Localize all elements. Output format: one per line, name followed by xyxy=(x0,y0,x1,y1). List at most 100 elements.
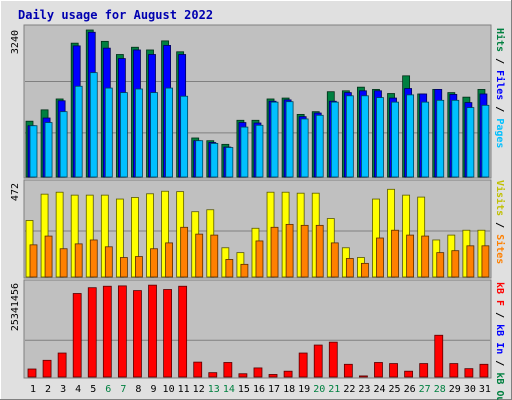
bar-sites-day-15 xyxy=(240,263,249,278)
right-label-segment: kB F xyxy=(494,282,505,306)
bar-kb-f-day-24 xyxy=(374,362,383,378)
bar-pages-day-20 xyxy=(315,114,324,178)
bar-sites-day-2 xyxy=(44,235,53,278)
bar-pages-day-1 xyxy=(29,125,38,178)
bar-kb-f-day-25 xyxy=(389,363,398,378)
x-tick-day-22: 22 xyxy=(343,384,355,395)
bar-sites-day-9 xyxy=(150,248,158,278)
right-label-segment: kB In xyxy=(494,324,505,354)
bar-pages-day-24 xyxy=(376,97,384,178)
bar-sites-day-7 xyxy=(119,257,128,278)
x-tick-day-28: 28 xyxy=(434,384,446,395)
right-label-kbytes: kB F / kB In / kB Out xyxy=(494,282,505,400)
bar-kb-f-day-29 xyxy=(449,363,459,378)
bar-visits-day-6 xyxy=(100,194,109,278)
ytick-hits: 3240 xyxy=(10,30,21,54)
bar-visits-day-9 xyxy=(146,193,154,278)
bar-pages-day-5 xyxy=(89,72,98,178)
x-tick-day-1: 1 xyxy=(30,384,36,395)
bar-kb-f-day-26 xyxy=(404,370,414,378)
bar-kb-f-day-13 xyxy=(208,372,218,378)
bar-sites-day-4 xyxy=(74,243,83,278)
right-label-visits-sites: Visits / Sites xyxy=(494,180,506,264)
x-tick-day-13: 13 xyxy=(208,384,220,395)
bar-kb-f-day-12 xyxy=(193,361,203,378)
panel-hits-files-pages: 3240 Hits / Files / Pages xyxy=(10,24,506,179)
bar-sites-day-14 xyxy=(225,259,234,278)
bar-sites-day-19 xyxy=(300,224,309,278)
bar-pages-day-25 xyxy=(391,101,399,178)
x-tick-day-21: 21 xyxy=(328,384,340,395)
bar-pages-day-31 xyxy=(481,104,490,178)
x-tick-day-11: 11 xyxy=(178,384,190,395)
bar-sites-day-20 xyxy=(315,224,324,278)
bar-sites-day-17 xyxy=(270,226,279,278)
x-tick-day-10: 10 xyxy=(163,384,175,395)
bars-hits-files-pages xyxy=(25,29,490,178)
x-tick-day-20: 20 xyxy=(313,384,325,395)
bar-visits-day-4 xyxy=(70,194,79,278)
right-label-segment: Sites xyxy=(494,234,506,264)
x-tick-day-2: 2 xyxy=(45,384,51,395)
x-tick-day-18: 18 xyxy=(283,384,295,395)
x-tick-day-24: 24 xyxy=(373,384,385,395)
bar-pages-day-14 xyxy=(225,147,234,178)
bar-pages-day-6 xyxy=(104,87,113,178)
x-tick-day-9: 9 xyxy=(151,384,157,395)
bar-sites-day-27 xyxy=(421,235,430,278)
bar-kb-f-day-15 xyxy=(238,373,248,378)
right-label-segment: / xyxy=(494,306,505,324)
right-label-segment: Files xyxy=(494,70,506,100)
x-tick-day-30: 30 xyxy=(464,384,476,395)
bar-sites-day-6 xyxy=(104,246,113,278)
bar-kb-f-day-10 xyxy=(163,289,172,378)
bars-visits-sites xyxy=(25,188,490,278)
chart-title: Daily usage for August 2022 xyxy=(18,8,213,22)
right-label-hits-files-pages: Hits / Files / Pages xyxy=(494,28,506,148)
bars-kbytes xyxy=(27,284,489,378)
bar-pages-day-27 xyxy=(421,101,430,178)
bar-kb-f-day-21 xyxy=(328,341,338,378)
bar-visits-day-8 xyxy=(131,197,139,278)
bar-sites-day-25 xyxy=(391,229,399,278)
bar-visits-day-3 xyxy=(55,191,64,278)
bar-pages-day-15 xyxy=(240,126,249,178)
bar-kb-f-day-22 xyxy=(343,363,353,378)
bar-kb-f-day-18 xyxy=(283,370,293,378)
bar-kb-f-day-30 xyxy=(464,368,474,378)
bar-kb-f-day-5 xyxy=(87,287,97,378)
bar-pages-day-22 xyxy=(345,95,354,178)
bar-sites-day-26 xyxy=(406,234,415,278)
right-label-segment: / xyxy=(494,216,505,234)
bar-sites-day-28 xyxy=(436,252,445,278)
right-label-segment: Pages xyxy=(494,118,505,148)
bar-pages-day-3 xyxy=(59,111,68,178)
x-tick-day-15: 15 xyxy=(238,384,250,395)
bar-kb-f-day-11 xyxy=(178,285,188,378)
x-tick-day-26: 26 xyxy=(404,384,416,395)
panel-bg-kbytes xyxy=(23,279,492,379)
right-label-segment: / xyxy=(494,354,505,372)
ytick-visits: 472 xyxy=(10,183,21,201)
bar-kb-f-day-19 xyxy=(298,352,308,378)
panel-kbytes: 25341456 kB F / kB In / kB Out xyxy=(10,279,505,400)
bar-sites-day-5 xyxy=(89,239,98,278)
right-label-segment: Visits xyxy=(494,180,506,216)
bar-pages-day-11 xyxy=(180,95,189,178)
x-tick-day-14: 14 xyxy=(223,384,235,395)
bar-kb-f-day-20 xyxy=(313,344,323,378)
x-tick-day-17: 17 xyxy=(268,384,280,395)
bar-pages-day-4 xyxy=(74,85,83,178)
x-tick-day-3: 3 xyxy=(60,384,66,395)
bar-kb-f-day-16 xyxy=(253,367,263,378)
panel-visits-sites: 472 Visits / Sites xyxy=(10,179,506,279)
bar-sites-day-23 xyxy=(361,262,369,278)
bar-kb-f-day-31 xyxy=(479,363,489,378)
bar-pages-day-21 xyxy=(330,101,339,178)
bar-pages-day-26 xyxy=(406,94,415,178)
bar-kb-f-day-6 xyxy=(102,285,112,378)
bar-pages-day-16 xyxy=(255,124,264,178)
bar-kb-f-day-8 xyxy=(133,290,142,378)
bar-pages-day-2 xyxy=(44,122,53,178)
